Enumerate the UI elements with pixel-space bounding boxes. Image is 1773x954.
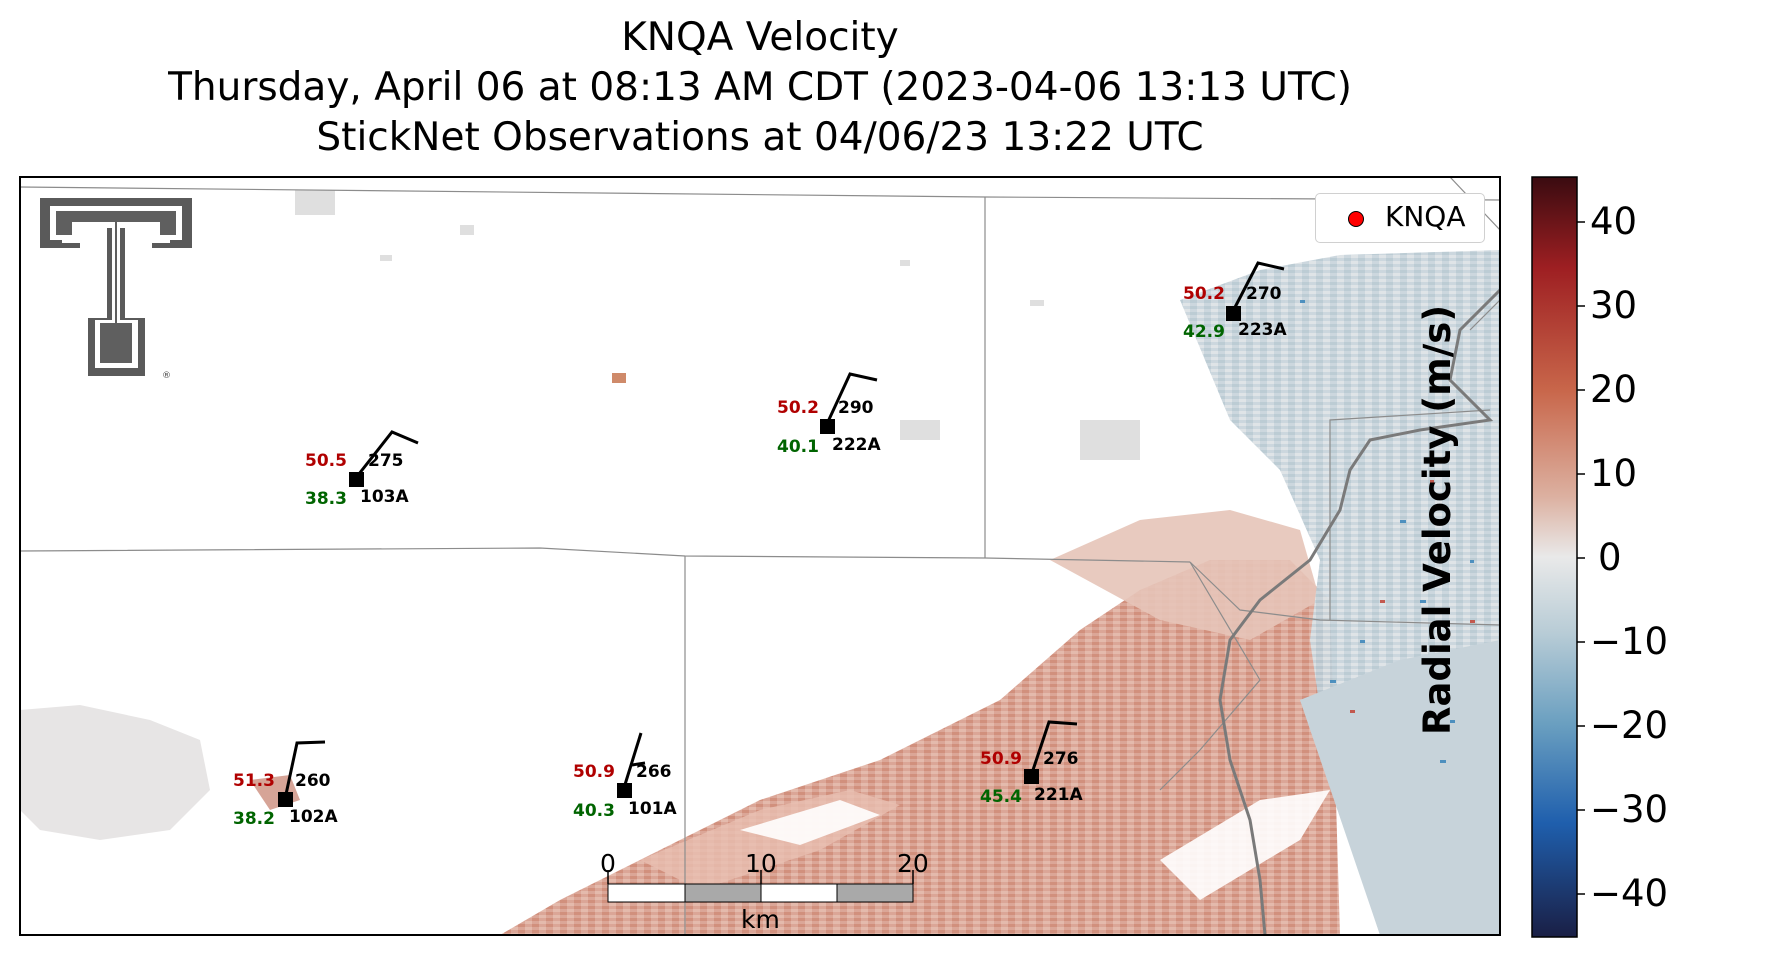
scale-label-0: 0 (600, 849, 616, 878)
station-temperature: 50.9 (980, 749, 1022, 769)
colorbar-tick-label: −40 (1590, 872, 1669, 915)
station-marker (1226, 306, 1241, 321)
wind-barb (824, 372, 878, 427)
station-wind-direction: 270 (1246, 284, 1282, 304)
colorbar-tick-label: −20 (1590, 704, 1669, 747)
title-radar: KNQA Velocity (621, 15, 899, 60)
station-wind-direction: 290 (838, 398, 874, 418)
legend: KNQA (1315, 193, 1485, 243)
title-datetime: Thursday, April 06 at 08:13 AM CDT (2023… (168, 65, 1352, 110)
scale-unit: km (741, 905, 780, 934)
station-marker (349, 472, 364, 487)
station-id: 102A (289, 807, 338, 827)
station-temperature: 50.2 (1183, 284, 1225, 304)
wind-barb (631, 761, 646, 767)
wind-barb (1029, 720, 1078, 777)
wind-barb (621, 732, 643, 792)
colorbar (1531, 176, 1578, 938)
wind-barb (283, 740, 326, 800)
station-temperature: 50.2 (777, 398, 819, 418)
registered-mark: ® (162, 371, 171, 381)
colorbar-tick-label: −10 (1590, 620, 1669, 663)
station-temperature: 51.3 (233, 771, 275, 791)
station-marker (1024, 769, 1039, 784)
colorbar-tick-label: 0 (1598, 536, 1622, 579)
colorbar-label: Radial Velocity (m/s) (1416, 304, 1459, 735)
station-id: 221A (1034, 785, 1083, 805)
map-frame (19, 176, 1501, 936)
station-dewpoint: 38.2 (233, 809, 275, 829)
station-marker (278, 792, 293, 807)
station-temperature: 50.5 (305, 451, 347, 471)
station-wind-direction: 275 (368, 451, 404, 471)
colorbar-ticks (1577, 221, 1585, 895)
station-id: 103A (360, 487, 409, 507)
station-dewpoint: 45.4 (980, 787, 1022, 807)
radar-field (20, 177, 1500, 935)
station-id: 223A (1238, 320, 1287, 340)
station-wind-direction: 260 (295, 771, 331, 791)
wind-barb (353, 430, 419, 480)
station-dewpoint: 38.3 (305, 489, 347, 509)
texas-tech-double-t-logo: ® (40, 198, 192, 381)
station-temperature: 50.9 (573, 762, 615, 782)
scale-label-10: 10 (745, 849, 777, 878)
wind-barbs (283, 261, 1285, 800)
station-wind-direction: 266 (636, 762, 672, 782)
station-dewpoint: 40.1 (777, 437, 819, 457)
station-markers (278, 306, 1241, 807)
station-id: 222A (832, 435, 881, 455)
colorbar-tick-label: 40 (1590, 200, 1638, 243)
colorbar-tick-label: 30 (1590, 284, 1638, 327)
station-marker (820, 419, 835, 434)
radar-site-marker-icon (1348, 211, 1364, 227)
scale-bar (607, 870, 914, 903)
colorbar-tick-label: −30 (1590, 788, 1669, 831)
legend-label: KNQA (1385, 200, 1466, 233)
station-marker (617, 783, 632, 798)
colorbar-tick-label: 10 (1590, 452, 1638, 495)
station-id: 101A (628, 799, 677, 819)
colorbar-tick-label: 20 (1590, 368, 1638, 411)
station-wind-direction: 276 (1043, 749, 1079, 769)
scale-label-20: 20 (897, 849, 929, 878)
station-dewpoint: 40.3 (573, 801, 615, 821)
station-dewpoint: 42.9 (1183, 322, 1225, 342)
title-observations: StickNet Observations at 04/06/23 13:22 … (316, 115, 1204, 160)
wind-barb (1230, 261, 1285, 314)
river-line (1218, 288, 1500, 935)
